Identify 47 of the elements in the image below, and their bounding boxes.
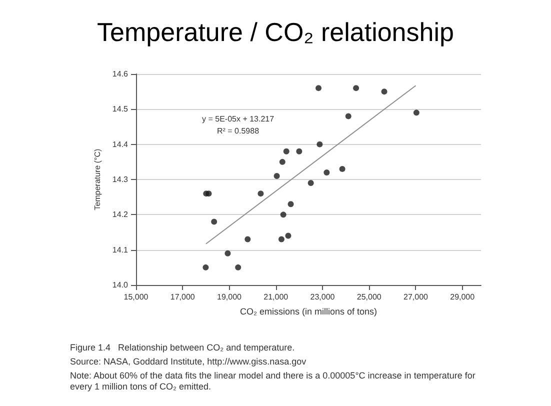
point <box>339 166 346 172</box>
x-tick-label: 27,000 <box>403 292 429 302</box>
x-tick-label: 29,000 <box>450 292 476 302</box>
chart-title: Temperature / CO₂ relationship <box>97 17 454 47</box>
x-tick-label: 19,000 <box>217 292 242 302</box>
y-tick-label: 14.5 <box>112 104 129 114</box>
x-tick-label: 23,000 <box>310 292 336 302</box>
point <box>211 218 218 225</box>
point <box>296 148 302 154</box>
point <box>345 113 352 120</box>
source-note: Source: NASA, Goddard Institute, http://www.giss.nasa.gov <box>70 356 307 366</box>
point <box>283 148 290 154</box>
y-tick-label: 14.2 <box>112 210 129 220</box>
point <box>285 232 292 239</box>
x-tick-label: 25,000 <box>356 292 382 302</box>
point <box>413 110 420 116</box>
point <box>324 169 330 176</box>
point <box>206 190 212 197</box>
point <box>202 264 209 270</box>
x-tick-label: 15,000 <box>124 292 149 302</box>
y-tick-label: 14.3 <box>112 175 129 184</box>
y-tick-label: 14.4 <box>112 140 129 149</box>
point <box>316 141 323 148</box>
point <box>308 180 314 186</box>
point <box>274 172 280 179</box>
x-tick-label: 17,000 <box>170 292 196 302</box>
point <box>278 236 284 242</box>
point <box>381 88 388 95</box>
y-axis-title: Temperature (°C) <box>93 148 102 210</box>
x-tick-label: 21,000 <box>264 292 289 302</box>
x-axis-title: CO₂ emissions (in millions of tons) <box>240 306 378 316</box>
y-tick-label: 14.1 <box>112 245 129 254</box>
y-tick-label: 14.0 <box>112 280 129 290</box>
point <box>316 85 322 92</box>
caption: Figure 1.4 Relationship between CO₂ and temperature. <box>70 342 295 352</box>
point <box>279 158 286 165</box>
point <box>244 236 251 242</box>
point <box>224 250 231 256</box>
annotation: R² = 0.5988 <box>217 126 260 136</box>
annotation: y = 5E-05x + 13.217 <box>202 114 275 124</box>
point <box>280 212 286 218</box>
point <box>235 264 242 270</box>
point <box>353 85 360 92</box>
y-tick-label: 14.6 <box>112 70 129 78</box>
point <box>258 190 264 197</box>
text: Note: About 60% of the data fits the linear model and there is a 0.00005°C increase in temperature for every 1 million tons of CO₂ emitted. <box>70 370 478 392</box>
point <box>288 201 294 208</box>
